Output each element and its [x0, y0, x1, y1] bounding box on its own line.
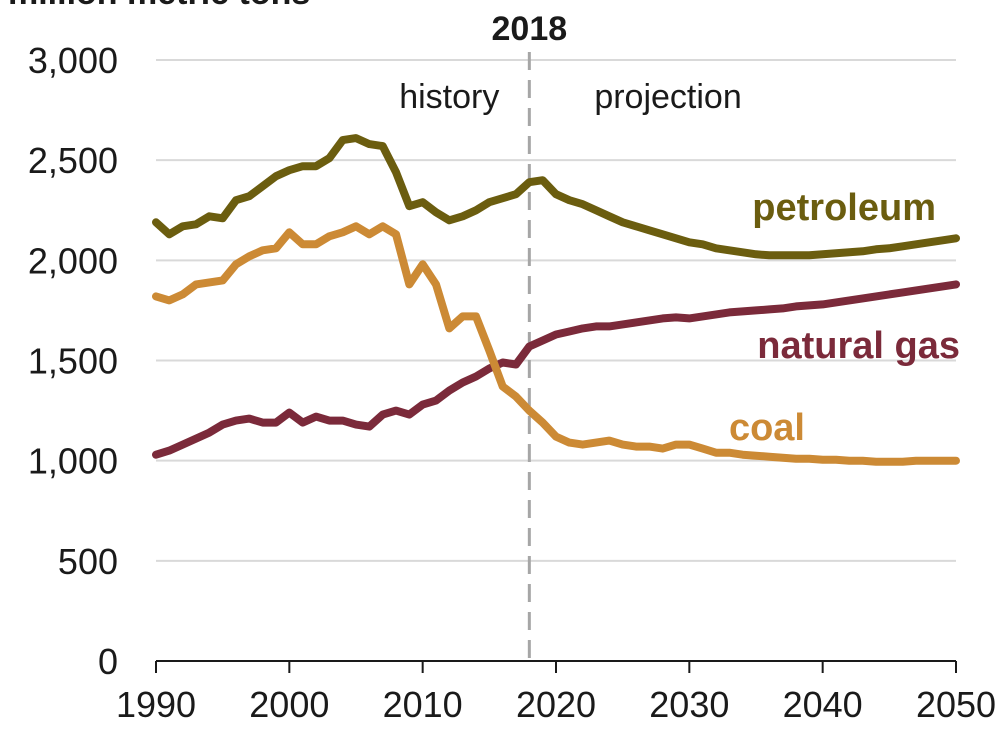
x-tick-label: 2030 — [649, 684, 729, 725]
y-tick-label: 1,500 — [28, 341, 118, 382]
gridlines — [156, 59, 956, 562]
series-line-natural-gas — [152, 280, 960, 459]
x-tick-label: 2040 — [783, 684, 863, 725]
series-label-natural-gas: natural gas — [757, 325, 960, 367]
history-projection-divider: 2018 history projection — [399, 10, 742, 661]
history-label: history — [399, 78, 499, 116]
x-tick-label: 2010 — [383, 684, 463, 725]
projection-label: projection — [594, 78, 741, 116]
series-label-coal: coal — [729, 407, 805, 449]
y-tick-label: 500 — [58, 541, 118, 582]
y-axis: 0 500 1,000 1,500 2,000 2,500 3,000 — [28, 40, 118, 682]
x-tick-label: 1990 — [116, 684, 196, 725]
series-lines — [152, 134, 960, 466]
series-labels: petroleum natural gas coal — [729, 187, 960, 449]
y-tick-label: 2,500 — [28, 140, 118, 181]
y-tick-label: 3,000 — [28, 40, 118, 81]
unit-label: million metric tons — [8, 0, 310, 12]
x-tick-label: 2020 — [516, 684, 596, 725]
x-axis: 1990 2000 2010 2020 2030 2040 2050 — [116, 660, 996, 725]
y-tick-label: 2,000 — [28, 240, 118, 281]
series-line-petroleum — [152, 134, 960, 260]
series-line-coal — [152, 222, 960, 466]
x-tick-label: 2050 — [916, 684, 996, 725]
x-tick-label: 2000 — [249, 684, 329, 725]
y-tick-label: 1,000 — [28, 441, 118, 482]
series-label-petroleum: petroleum — [752, 187, 936, 229]
y-tick-label: 0 — [98, 641, 118, 682]
divider-year-label: 2018 — [492, 10, 568, 48]
